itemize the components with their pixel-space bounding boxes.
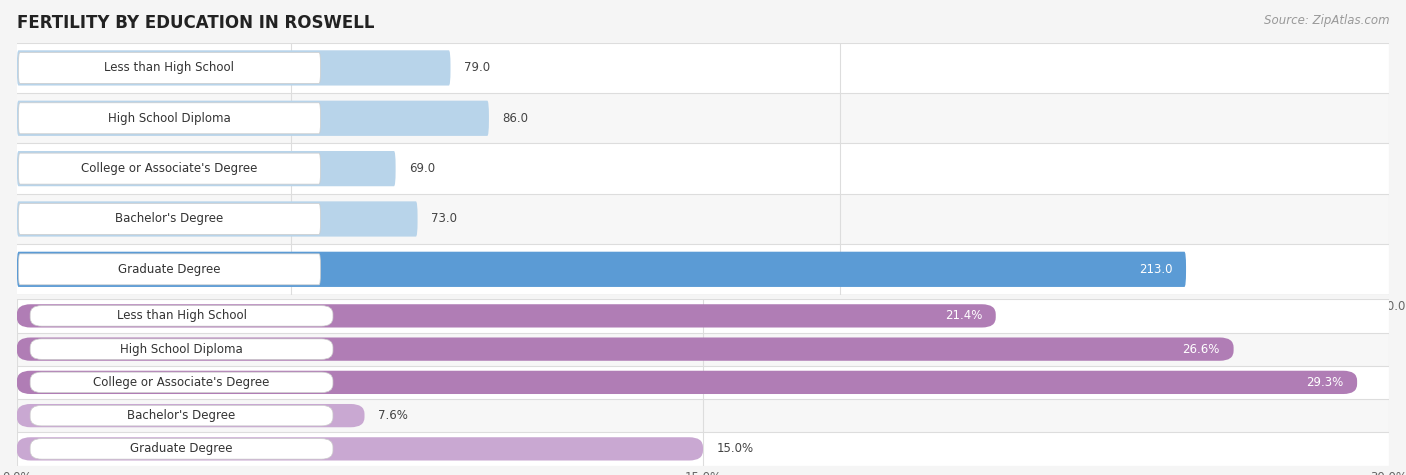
Text: Source: ZipAtlas.com: Source: ZipAtlas.com — [1264, 14, 1389, 27]
FancyBboxPatch shape — [17, 252, 1187, 287]
Text: Graduate Degree: Graduate Degree — [131, 442, 233, 456]
Text: Bachelor's Degree: Bachelor's Degree — [128, 409, 236, 422]
Bar — [17, 432, 1389, 466]
Text: 29.3%: 29.3% — [1306, 376, 1343, 389]
FancyBboxPatch shape — [17, 337, 1233, 361]
Text: Graduate Degree: Graduate Degree — [118, 263, 221, 276]
FancyBboxPatch shape — [17, 50, 450, 86]
Text: 79.0: 79.0 — [464, 61, 491, 75]
Text: 73.0: 73.0 — [432, 212, 457, 226]
Text: 15.0%: 15.0% — [717, 442, 754, 456]
Text: 26.6%: 26.6% — [1182, 342, 1220, 356]
Bar — [17, 93, 1389, 143]
Bar — [17, 332, 1389, 366]
FancyBboxPatch shape — [17, 304, 995, 328]
FancyBboxPatch shape — [30, 405, 333, 426]
FancyBboxPatch shape — [30, 339, 333, 360]
Bar — [17, 399, 1389, 432]
Bar — [17, 194, 1389, 244]
FancyBboxPatch shape — [17, 437, 703, 461]
FancyBboxPatch shape — [17, 201, 418, 237]
Bar — [17, 299, 1389, 332]
FancyBboxPatch shape — [18, 103, 321, 134]
Text: High School Diploma: High School Diploma — [120, 342, 243, 356]
Bar — [17, 366, 1389, 399]
Bar — [17, 143, 1389, 194]
Text: 7.6%: 7.6% — [378, 409, 408, 422]
FancyBboxPatch shape — [18, 254, 321, 285]
FancyBboxPatch shape — [17, 370, 1357, 394]
Text: Less than High School: Less than High School — [117, 309, 246, 323]
Text: 213.0: 213.0 — [1139, 263, 1173, 276]
FancyBboxPatch shape — [17, 404, 364, 428]
Text: Less than High School: Less than High School — [104, 61, 235, 75]
FancyBboxPatch shape — [30, 305, 333, 326]
Text: College or Associate's Degree: College or Associate's Degree — [93, 376, 270, 389]
FancyBboxPatch shape — [18, 153, 321, 184]
Text: Bachelor's Degree: Bachelor's Degree — [115, 212, 224, 226]
FancyBboxPatch shape — [18, 52, 321, 84]
FancyBboxPatch shape — [18, 203, 321, 235]
Text: FERTILITY BY EDUCATION IN ROSWELL: FERTILITY BY EDUCATION IN ROSWELL — [17, 14, 374, 32]
FancyBboxPatch shape — [17, 151, 395, 186]
Bar — [17, 244, 1389, 294]
FancyBboxPatch shape — [30, 372, 333, 393]
FancyBboxPatch shape — [30, 438, 333, 459]
Text: 21.4%: 21.4% — [945, 309, 981, 323]
Text: High School Diploma: High School Diploma — [108, 112, 231, 125]
Text: 69.0: 69.0 — [409, 162, 436, 175]
Text: 86.0: 86.0 — [503, 112, 529, 125]
Text: College or Associate's Degree: College or Associate's Degree — [82, 162, 257, 175]
FancyBboxPatch shape — [17, 101, 489, 136]
Bar — [17, 43, 1389, 93]
